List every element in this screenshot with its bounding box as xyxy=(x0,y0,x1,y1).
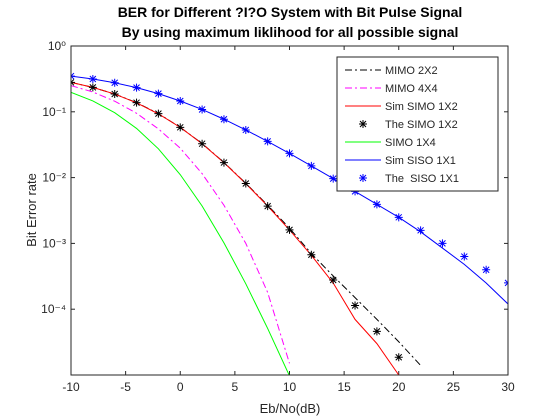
y-tick-label: 10⁻¹ xyxy=(42,105,66,119)
series-line xyxy=(71,85,290,364)
legend-label: SIMO 1X4 xyxy=(385,137,436,149)
data-point xyxy=(263,137,272,146)
data-point xyxy=(132,83,141,92)
x-tick-label: 20 xyxy=(392,380,406,394)
x-tick-label: -10 xyxy=(62,380,80,394)
data-point xyxy=(460,252,469,261)
data-point xyxy=(307,161,316,170)
data-point xyxy=(110,89,119,98)
data-point xyxy=(307,250,316,259)
data-point xyxy=(416,226,425,235)
data-point xyxy=(351,301,360,310)
x-tick-label: -5 xyxy=(120,380,131,394)
y-tick-label: 10⁻⁴ xyxy=(41,302,66,316)
data-point xyxy=(176,123,185,132)
y-axis-label: Bit Error rate xyxy=(24,173,39,247)
y-tick-label: 10⁻² xyxy=(42,171,66,185)
data-point xyxy=(154,109,163,118)
data-point xyxy=(132,98,141,107)
legend-label: MIMO 2X2 xyxy=(385,65,438,77)
data-point xyxy=(285,225,294,234)
data-point xyxy=(198,139,207,148)
chart-title: BER for Different ?I?O System with Bit P… xyxy=(118,4,463,20)
legend-label: MIMO 4X4 xyxy=(385,83,438,95)
x-tick-label: 10 xyxy=(283,380,297,394)
data-point xyxy=(394,353,403,362)
data-point xyxy=(219,115,228,124)
x-tick-label: 25 xyxy=(447,380,461,394)
data-point xyxy=(88,75,97,84)
series-line xyxy=(71,91,290,375)
legend-label: The SIMO 1X2 xyxy=(385,119,458,131)
chart-subtitle: By using maximum liklihood for all possi… xyxy=(122,24,459,40)
data-point xyxy=(394,213,403,222)
data-point xyxy=(263,202,272,211)
y-tick-label: 10⁻³ xyxy=(42,236,66,250)
data-point xyxy=(372,200,381,209)
data-point xyxy=(110,78,119,87)
x-tick-label: 15 xyxy=(337,380,351,394)
legend-label: Sim SISO 1X1 xyxy=(385,155,456,167)
legend-label: The SISO 1X1 xyxy=(385,173,459,185)
y-tick-label: 10⁰ xyxy=(48,39,66,53)
data-point xyxy=(176,96,185,105)
data-point xyxy=(241,125,250,134)
plot-lines xyxy=(71,72,508,375)
legend-swatch xyxy=(359,120,367,128)
legend-swatch xyxy=(359,174,367,182)
data-point xyxy=(88,83,97,92)
data-point xyxy=(329,275,338,284)
x-tick-label: 5 xyxy=(232,380,239,394)
legend-label: Sim SIMO 1X2 xyxy=(385,101,458,113)
x-tick-label: 30 xyxy=(501,380,515,394)
data-point xyxy=(285,149,294,158)
series-line xyxy=(71,81,400,375)
data-point xyxy=(241,179,250,188)
data-point xyxy=(154,89,163,98)
x-axis-label: Eb/No(dB) xyxy=(260,401,321,416)
data-point xyxy=(219,158,228,167)
data-point xyxy=(329,174,338,183)
data-point xyxy=(198,105,207,114)
axes-box xyxy=(70,45,509,376)
data-point xyxy=(372,327,381,336)
data-point xyxy=(438,239,447,248)
x-tick-label: 0 xyxy=(177,380,184,394)
data-point xyxy=(482,265,491,274)
